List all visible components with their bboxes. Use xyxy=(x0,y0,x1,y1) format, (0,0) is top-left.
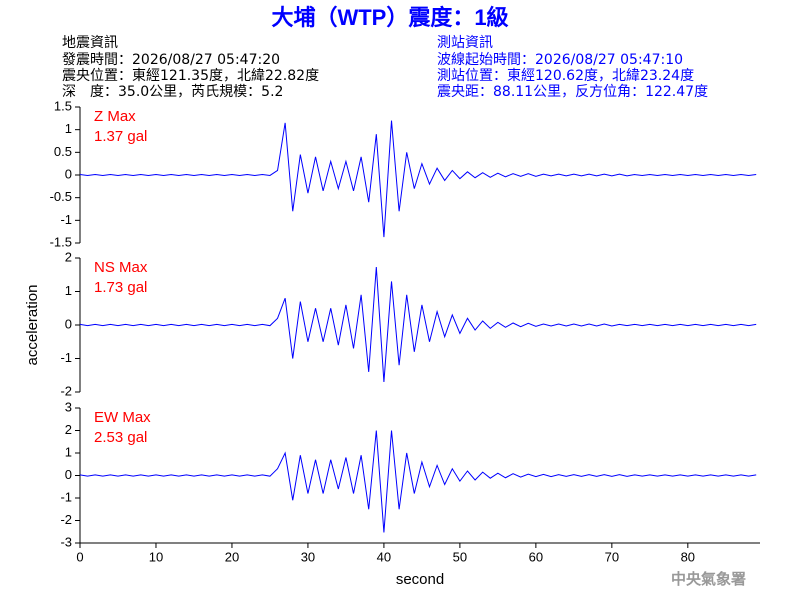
waveform xyxy=(79,120,757,238)
x-axis-label: second xyxy=(396,571,444,588)
agency-footer: 中央氣象署 xyxy=(671,570,746,588)
y-tick-label: 1 xyxy=(65,444,72,459)
panel-label: NS Max xyxy=(94,259,148,276)
x-tick-label: 20 xyxy=(225,549,239,564)
page-title: 大埔（WTP）震度：1級 xyxy=(271,5,508,30)
x-tick-label: 10 xyxy=(149,549,163,564)
y-tick-label: 1 xyxy=(65,283,72,298)
y-tick-label: -1 xyxy=(60,489,72,504)
y-tick-label: 2 xyxy=(65,422,72,437)
y-tick-label: 1 xyxy=(65,121,72,136)
y-tick-label: 0.5 xyxy=(54,144,72,159)
info-left: 震央位置：東經121.35度，北緯22.82度 xyxy=(62,68,319,84)
y-tick-label: -1 xyxy=(60,212,72,227)
info-left: 發震時間：2026/08/27 05:47:20 xyxy=(62,52,280,68)
y-tick-label: -2 xyxy=(60,512,72,527)
y-axis-label: acceleration xyxy=(24,285,41,366)
x-tick-label: 30 xyxy=(301,549,315,564)
waveform xyxy=(79,430,757,533)
panel-max: 1.73 gal xyxy=(94,279,147,296)
x-tick-label: 50 xyxy=(453,549,467,564)
y-tick-label: -1 xyxy=(60,350,72,365)
info-right: 測站位置：東經120.62度，北緯23.24度 xyxy=(437,68,694,84)
panel-label: EW Max xyxy=(94,409,151,426)
x-tick-label: 60 xyxy=(529,549,543,564)
panel-max: 2.53 gal xyxy=(94,429,147,446)
y-tick-label: -3 xyxy=(60,534,72,549)
info-right: 測站資訊 xyxy=(437,35,493,51)
y-tick-label: -0.5 xyxy=(50,189,72,204)
y-tick-label: 0 xyxy=(65,166,72,181)
y-tick-label: -1.5 xyxy=(50,234,72,249)
y-tick-label: -2 xyxy=(60,383,72,398)
panel-label: Z Max xyxy=(94,108,136,125)
y-tick-label: 0 xyxy=(65,316,72,331)
info-left: 深 度：35.0公里，芮氏規模：5.2 xyxy=(62,83,283,100)
x-tick-label: 70 xyxy=(605,549,619,564)
y-tick-label: 0 xyxy=(65,467,72,482)
y-tick-label: 3 xyxy=(65,399,72,414)
y-tick-label: 1.5 xyxy=(54,98,72,113)
info-right: 震央距：88.11公里，反方位角：122.47度 xyxy=(437,84,708,100)
x-tick-label: 0 xyxy=(76,549,83,564)
y-tick-label: 2 xyxy=(65,249,72,264)
x-tick-label: 80 xyxy=(681,549,695,564)
panel-max: 1.37 gal xyxy=(94,128,147,145)
waveform xyxy=(79,267,757,382)
x-tick-label: 40 xyxy=(377,549,391,564)
info-left: 地震資訊 xyxy=(62,35,118,51)
info-right: 波線起始時間：2026/08/27 05:47:10 xyxy=(437,52,683,68)
